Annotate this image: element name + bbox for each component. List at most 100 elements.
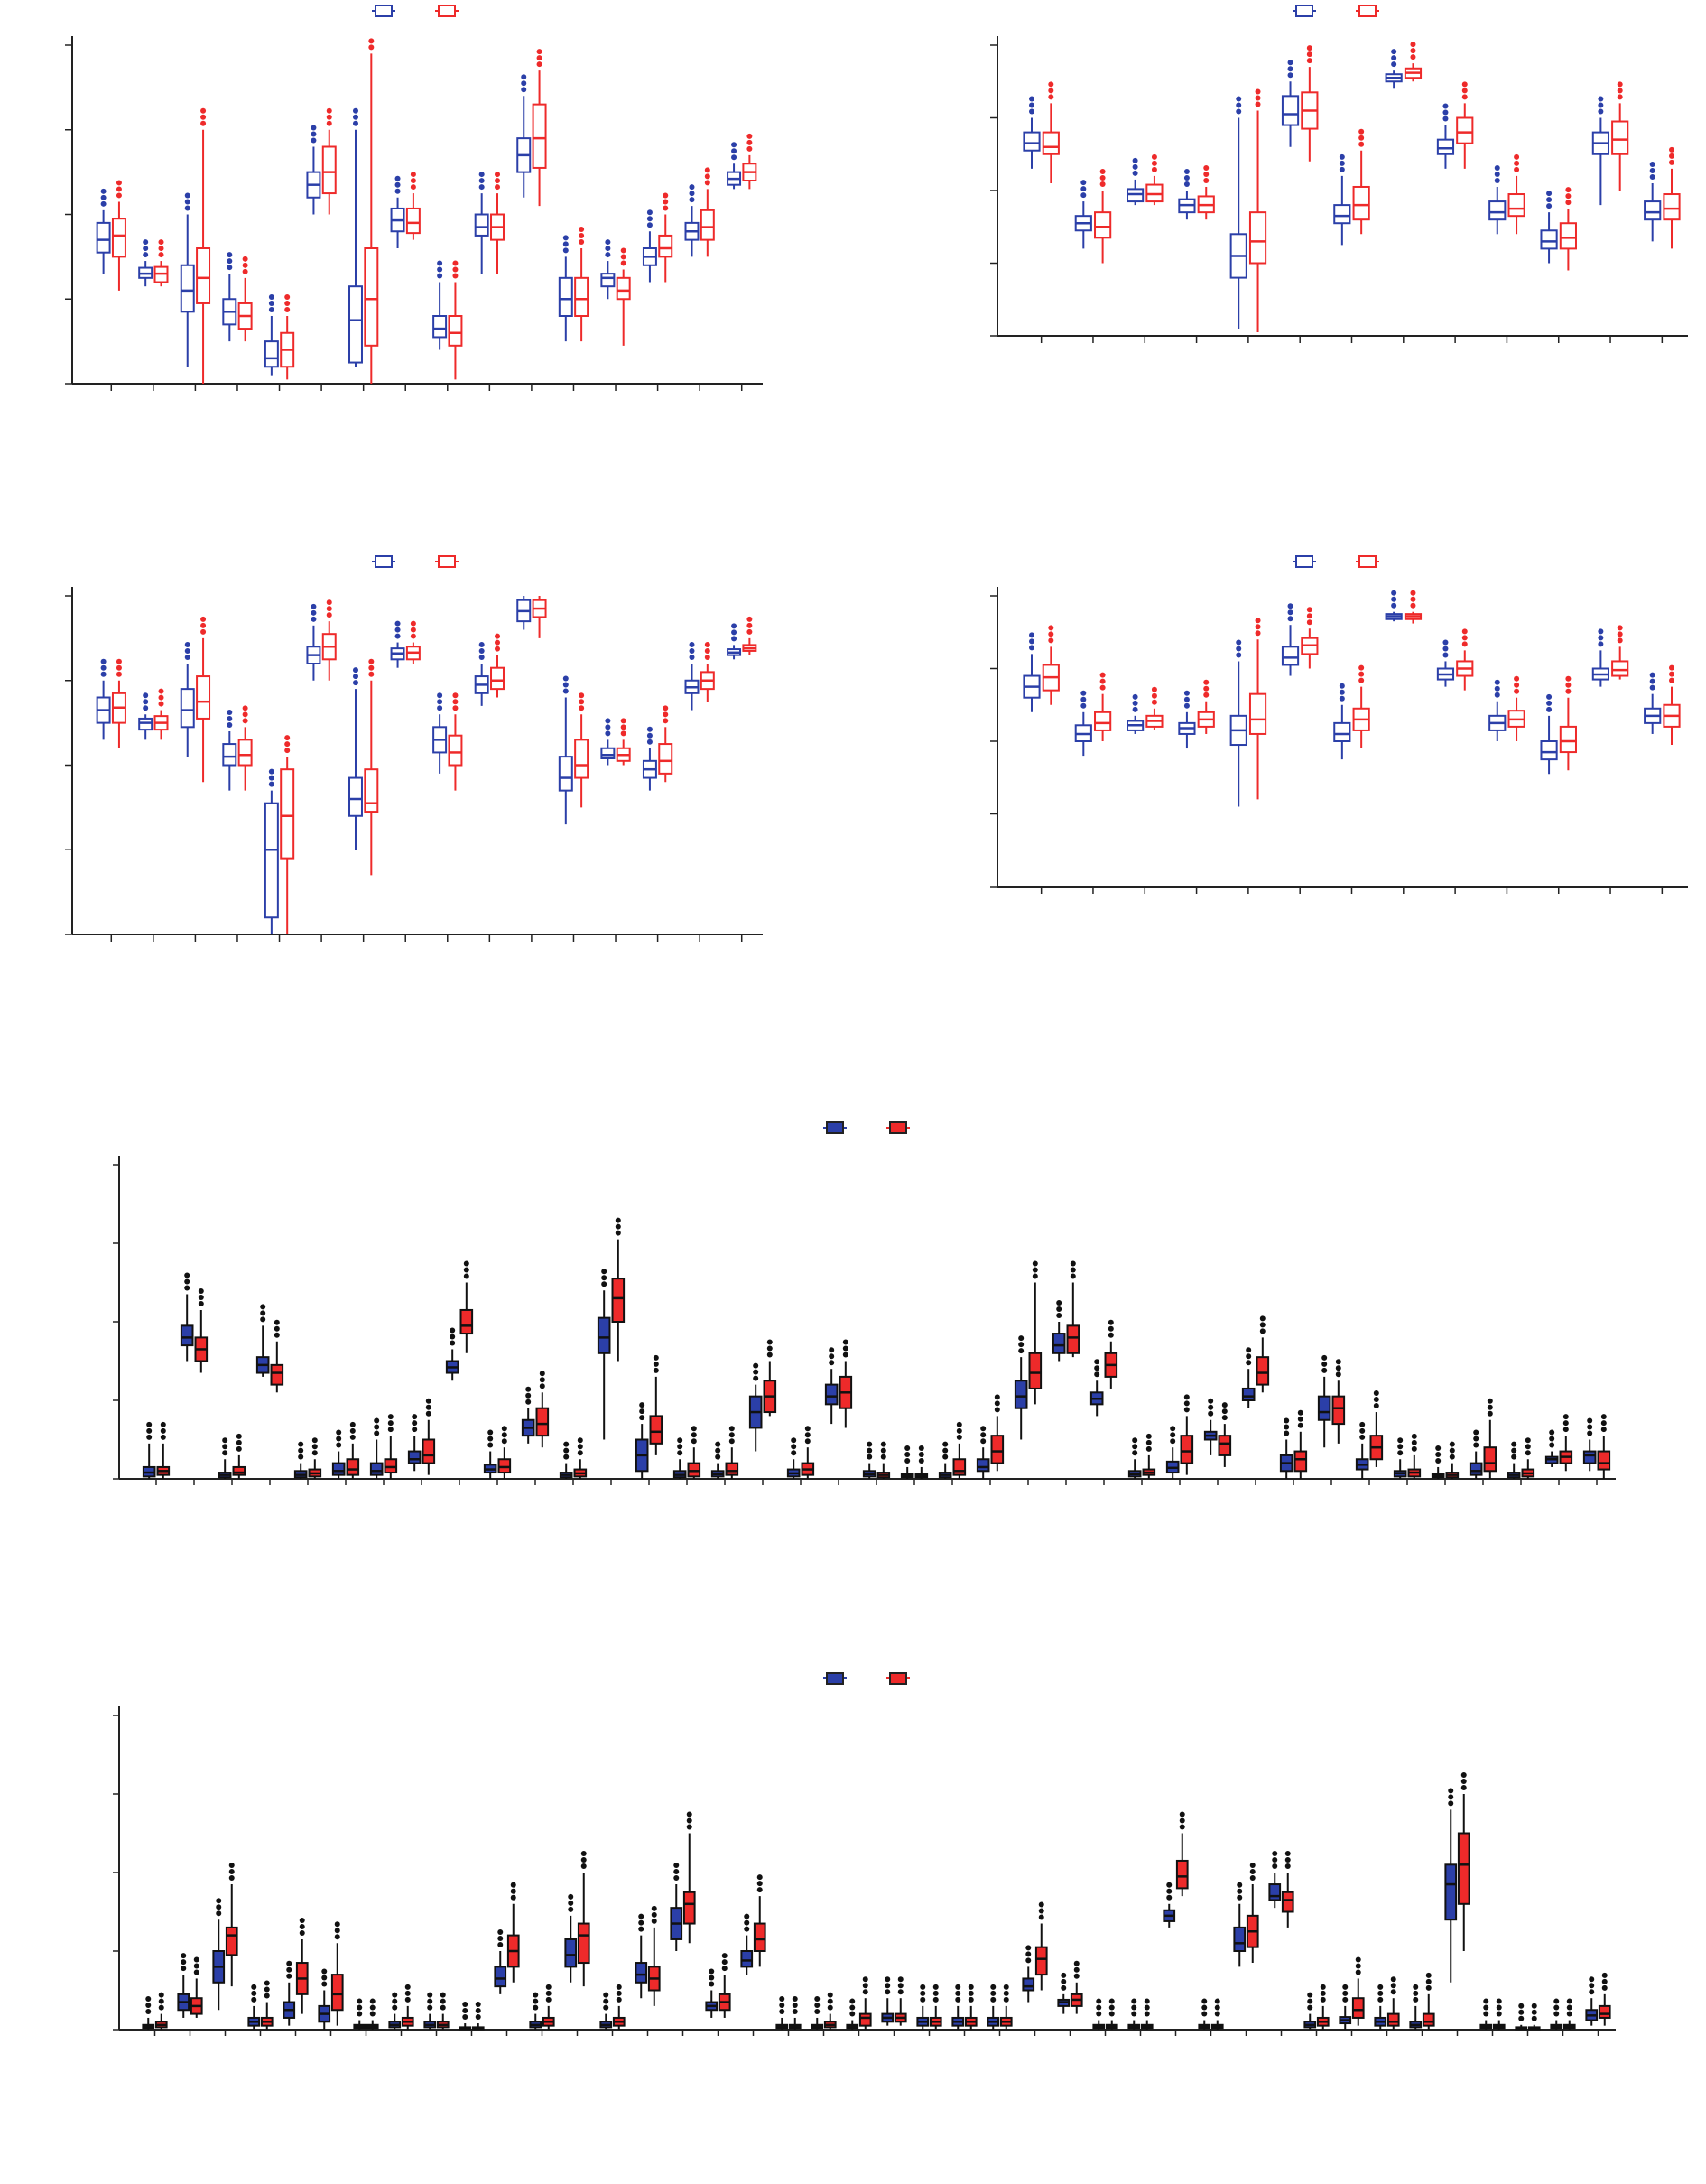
box-series-1 (222, 710, 237, 791)
box-series-1 (684, 642, 700, 711)
box-series-2 (1404, 590, 1423, 624)
legend-key-series-2 (1356, 555, 1379, 568)
box-series-1 (710, 1441, 725, 1479)
box-series-2 (658, 705, 673, 783)
box-series-2 (321, 599, 337, 681)
box-series-1 (951, 1984, 965, 2030)
box-series-1 (494, 1929, 507, 1994)
box-series-1 (1591, 628, 1609, 687)
box-series-1 (1052, 1300, 1066, 1362)
box-series-1 (423, 1992, 437, 2030)
box-series-1 (432, 692, 448, 774)
box-series-2 (914, 1445, 929, 1479)
box-series-1 (1436, 639, 1455, 687)
box-series-2 (405, 620, 421, 664)
box-series-1 (445, 1327, 459, 1381)
box-series-1 (142, 1995, 155, 2030)
box-series-2 (1492, 1998, 1506, 2030)
box-series-1 (1582, 1417, 1597, 1472)
box-series-2 (111, 658, 126, 748)
box-series-2 (894, 1976, 907, 2026)
box-series-1 (564, 1893, 578, 1983)
box-series-1 (318, 1968, 331, 2030)
box-series-1 (306, 603, 321, 681)
box-series-2 (718, 1953, 731, 2018)
box-series-2 (876, 1441, 891, 1479)
box-series-1 (727, 142, 742, 190)
box-series-2 (436, 1992, 450, 2030)
box-series-2 (1611, 625, 1629, 680)
box-series-1 (1127, 157, 1145, 206)
box-series-1 (881, 1976, 895, 2026)
box-series-2 (1316, 1984, 1330, 2030)
box-series-2 (682, 1811, 696, 1944)
box-series-1 (1268, 1851, 1282, 1909)
box-series-1 (727, 623, 742, 660)
box-series-1 (786, 1437, 801, 1479)
box-series-2 (1351, 1956, 1365, 2026)
box-series-1 (824, 1347, 839, 1425)
box-series-2 (490, 172, 505, 274)
box-series-2 (687, 1426, 701, 1479)
box-series-2 (573, 1437, 588, 1479)
box-series-2 (1145, 153, 1164, 206)
box-series-2 (237, 705, 253, 791)
box-series-1 (846, 1998, 859, 2030)
box-series-2 (1386, 1976, 1400, 2030)
box-series-1 (1023, 96, 1041, 169)
box-series-2 (225, 1863, 238, 1987)
box-series-2 (196, 107, 211, 384)
box-series-2 (1218, 1402, 1232, 1467)
box-series-1 (1333, 153, 1351, 246)
box-series-2 (574, 692, 589, 808)
box-series-2 (471, 2002, 485, 2031)
box-series-1 (1488, 164, 1507, 235)
box-series-1 (597, 1269, 611, 1440)
box-series-1 (1057, 1972, 1071, 2014)
box-series-1 (558, 675, 573, 825)
box-series-1 (1431, 1445, 1445, 1479)
box-series-2 (658, 192, 673, 283)
box-series-1 (1393, 1437, 1407, 1479)
box-series-2 (270, 1319, 284, 1393)
box-series-2 (1598, 1972, 1611, 2026)
box-series-2 (577, 1851, 590, 1987)
box-series-2 (1456, 628, 1474, 691)
box-series-2 (1070, 1960, 1083, 2014)
box-series-1 (642, 726, 657, 791)
box-series-2 (1094, 672, 1112, 741)
box-series-2 (1105, 1998, 1118, 2030)
box-series-2 (156, 1421, 171, 1479)
box-series-1 (1469, 1429, 1483, 1479)
box-series-2 (1293, 1409, 1308, 1479)
box-series-1 (862, 1441, 876, 1479)
box-series-1 (740, 1913, 754, 1975)
box-series-1 (180, 642, 195, 757)
box-series-2 (190, 1956, 203, 2018)
box-series-2 (1248, 88, 1267, 332)
box-series-1 (1127, 693, 1145, 734)
box-series-1 (264, 768, 279, 934)
boxplot-panel-2 (990, 5, 1688, 343)
box-series-1 (369, 1417, 384, 1479)
box-series-2 (154, 1992, 168, 2030)
box-series-1 (600, 718, 616, 766)
box-series-2 (823, 1992, 837, 2030)
box-series-1 (1014, 1335, 1028, 1440)
box-series-2 (1145, 686, 1164, 730)
box-series-1 (348, 667, 363, 850)
box-series-2 (401, 1984, 414, 2030)
box-series-2 (366, 1998, 379, 2030)
box-series-1 (600, 239, 616, 300)
box-series-2 (839, 1339, 853, 1428)
box-series-1 (1355, 1421, 1369, 1479)
box-series-2 (700, 642, 715, 702)
box-series-1 (180, 192, 195, 367)
box-series-2 (153, 688, 169, 740)
box-series-1 (748, 1362, 763, 1452)
box-series-1 (775, 1995, 789, 2030)
box-series-1 (1436, 103, 1455, 169)
legend-key-series-2 (435, 5, 459, 17)
box-series-1 (459, 2002, 472, 2031)
box-series-2 (280, 735, 295, 934)
